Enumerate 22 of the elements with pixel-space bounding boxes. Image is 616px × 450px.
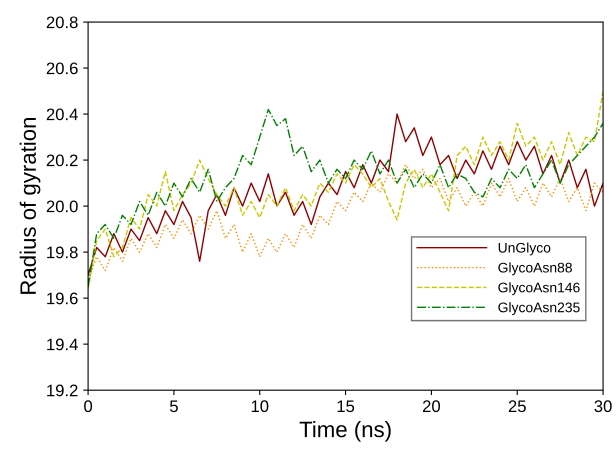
legend-label: GlycoAsn88 [498, 262, 572, 276]
y-tick-label: 19.8 [47, 246, 78, 258]
x-tick-label: 10 [252, 400, 268, 412]
y-axis-title: Radius of gyration [20, 118, 40, 294]
x-axis-title: Time (ns) [300, 420, 391, 442]
x-tick-label: 30 [594, 400, 612, 412]
x-tick-label: 0 [84, 400, 92, 412]
y-tick-label: 19.6 [47, 292, 78, 304]
y-tick-label: 19.4 [47, 338, 78, 350]
y-tick-label: 20.6 [46, 62, 78, 74]
x-tick-label: 20 [422, 400, 440, 412]
x-tick-label: 25 [508, 400, 526, 412]
x-tick-label: 15 [338, 400, 354, 412]
y-tick-label: 19.2 [47, 384, 78, 396]
x-tick-label: 5 [170, 400, 178, 412]
legend-label: GlycoAsn235 [498, 302, 580, 316]
legend-label: UnGlyco [498, 242, 550, 256]
y-tick-label: 20.0 [46, 200, 78, 212]
y-tick-label: 20.4 [46, 108, 78, 120]
y-tick-label: 20.8 [46, 16, 78, 28]
legend-label: GlycoAsn146 [498, 282, 580, 296]
y-tick-label: 20.2 [46, 154, 78, 166]
